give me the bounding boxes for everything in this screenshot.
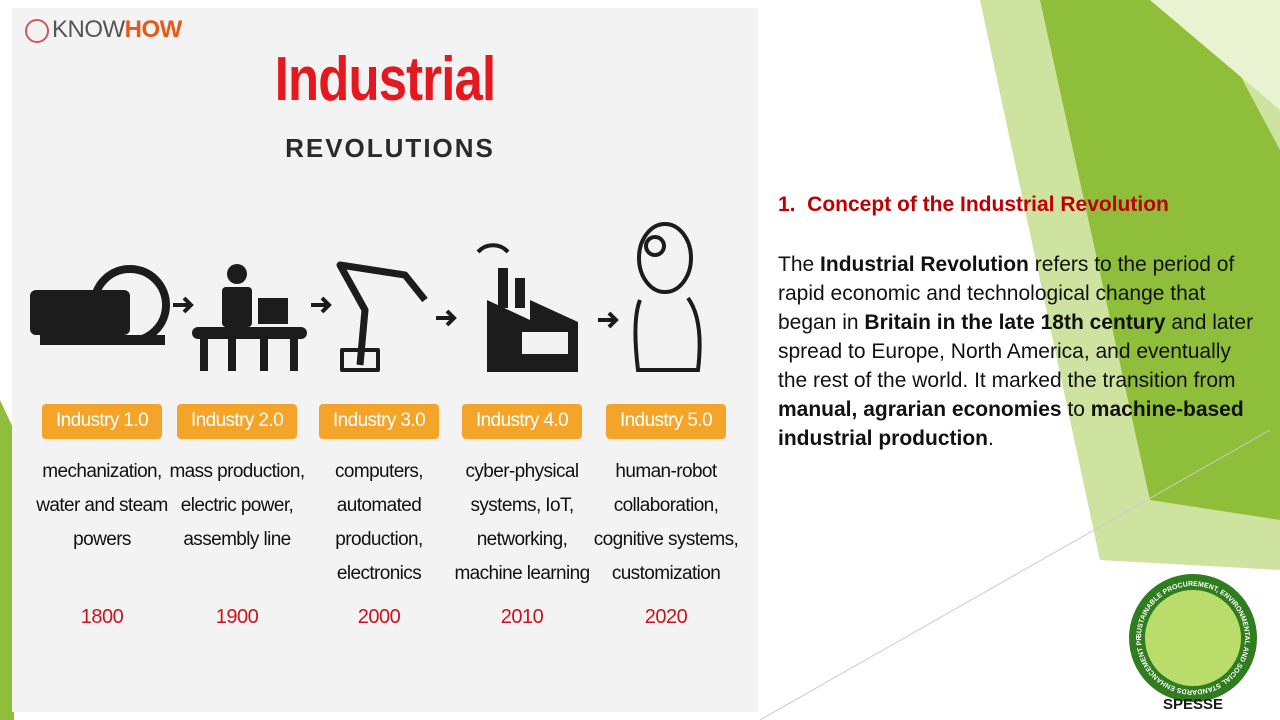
text: refers to the period of rapid economic a… xyxy=(778,253,1235,334)
stage-description-line: systems, IoT, xyxy=(470,495,574,516)
stage-description-line: mass production, xyxy=(169,461,305,482)
badge-name: SPESSE xyxy=(1163,696,1223,713)
green-shape xyxy=(1040,0,1280,520)
stage-description-line: computers, xyxy=(335,461,424,482)
stage-description-line: production, xyxy=(335,529,423,550)
stage-year: 2010 xyxy=(500,606,544,628)
paragraph: The Industrial Revolution refers to the … xyxy=(778,250,1256,453)
stage-description-line: mechanization, xyxy=(42,461,162,482)
stage-label: Industry 1.0 xyxy=(42,404,162,439)
stage-label: Industry 4.0 xyxy=(462,404,582,439)
panel-subtitle: REVOLUTIONS xyxy=(285,133,495,163)
stage-description-line: electric power, xyxy=(180,495,294,516)
green-shape xyxy=(0,400,14,720)
stage-year: 1800 xyxy=(80,606,124,628)
stage-description-line: customization xyxy=(611,563,721,584)
stage-description-line: assembly line xyxy=(183,529,291,550)
text: . xyxy=(988,427,994,450)
text: and later spread to Europe, North Americ… xyxy=(778,311,1254,392)
icon-robot-head xyxy=(633,222,702,372)
stage-description-line: powers xyxy=(73,529,131,550)
stage-year: 2020 xyxy=(644,606,688,628)
decor-line xyxy=(759,429,1271,720)
bold-text: manual, agrarian economies xyxy=(778,398,1062,421)
stage-label: Industry 5.0 xyxy=(606,404,726,439)
stage-year: 1900 xyxy=(215,606,259,628)
bold-text: Britain in the late 18th century xyxy=(864,311,1166,334)
badge-center xyxy=(1145,590,1241,686)
heading: 1. Concept of the Industrial Revolution xyxy=(778,193,1169,216)
stage-description-line: automated xyxy=(336,495,422,516)
panel-title: Industrial xyxy=(274,45,496,114)
icon-assembly xyxy=(192,264,307,371)
icons xyxy=(30,222,702,372)
logo-first: KNOW xyxy=(52,16,125,43)
green-shape xyxy=(1150,0,1280,110)
bold-text: machine-based industrial production xyxy=(778,398,1244,450)
stage-description-line: networking, xyxy=(476,529,568,550)
arrows xyxy=(173,296,619,329)
logo-second: HOW xyxy=(124,16,183,43)
stage-description-line: cognitive systems, xyxy=(593,529,739,550)
logo-icon xyxy=(25,19,49,43)
stage-description-line: collaboration, xyxy=(613,495,719,516)
logo: KNOWHOW xyxy=(52,16,182,44)
stage-description-line: electronics xyxy=(336,563,422,584)
icon-steam-engine xyxy=(30,265,170,345)
icon-factory xyxy=(476,243,578,372)
stage-label: Industry 3.0 xyxy=(319,404,439,439)
stage-year: 2000 xyxy=(357,606,401,628)
stage-description-line: machine learning xyxy=(454,563,590,584)
stage-description-line: cyber-physical xyxy=(465,461,579,482)
text: to xyxy=(1061,398,1091,421)
stage-label: Industry 2.0 xyxy=(177,404,297,439)
text: The xyxy=(778,253,821,276)
image-panel xyxy=(12,8,758,712)
stage-description-line: water and steam xyxy=(36,495,168,516)
icon-robot-arm xyxy=(336,261,428,372)
bold-text: Industrial Revolution xyxy=(820,253,1029,276)
stage-description-line: human-robot xyxy=(615,461,717,482)
